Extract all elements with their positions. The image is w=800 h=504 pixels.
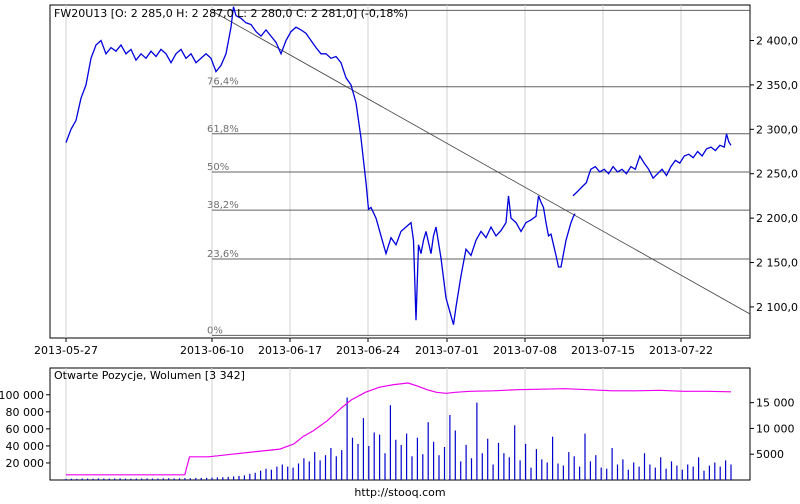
price-xtick-label-4: 2013-07-01 bbox=[415, 344, 479, 357]
price-series bbox=[65, 6, 732, 325]
fib-label-4: 61,8% bbox=[207, 124, 239, 135]
footer-url[interactable]: http://stooq.com bbox=[354, 486, 445, 499]
price-xtick-label-6: 2013-07-15 bbox=[571, 344, 635, 357]
trendline bbox=[213, 11, 751, 315]
price-xtick-label-1: 2013-06-10 bbox=[180, 344, 244, 357]
price-xtick-label-3: 2013-06-24 bbox=[336, 344, 400, 357]
open-interest-line bbox=[66, 382, 732, 476]
price-x-axis: 2013-05-27 2013-06-10 2013-06-17 2013-06-24… bbox=[34, 338, 713, 357]
price-xtick-label-5: 2013-07-08 bbox=[493, 344, 557, 357]
open-interest-path bbox=[66, 382, 732, 476]
price-ytick-label-3: 2 250,0 bbox=[756, 168, 798, 181]
fib-label-1: 23,6% bbox=[207, 249, 239, 260]
fib-label-3: 50% bbox=[207, 162, 229, 173]
price-ytick-label-5: 2 350,0 bbox=[756, 79, 798, 92]
volume-tick-label-1: 10 000 bbox=[756, 422, 795, 435]
price-xtick-label-7: 2013-07-22 bbox=[649, 344, 713, 357]
fibonacci-levels: 0% 23,6% 38,2% 50% 61,8% 76,4% bbox=[207, 9, 750, 336]
price-xtick-label-0: 2013-05-27 bbox=[34, 344, 98, 357]
price-line-0 bbox=[65, 6, 576, 325]
price-chart-title: FW20U13 [O: 2 285,0 H: 2 287,0 L: 2 280,… bbox=[54, 7, 408, 20]
fib-label-0: 0% bbox=[207, 325, 223, 336]
price-ytick-label-6: 2 400,0 bbox=[756, 35, 798, 48]
fib-label-5: 76,4% bbox=[207, 77, 239, 88]
price-ytick-label-1: 2 150,0 bbox=[756, 257, 798, 270]
price-ytick-label-2: 2 200,0 bbox=[756, 212, 798, 225]
volume-tick-label-0: 5000 bbox=[756, 448, 784, 461]
price-xtick-label-2: 2013-06-17 bbox=[258, 344, 322, 357]
oi-tick-label-0: 20 000 bbox=[6, 457, 45, 470]
price-line-1 bbox=[572, 133, 732, 197]
volume-axis: 5000 10 000 15 000 bbox=[750, 397, 795, 461]
open-interest-axis: 20 000 40 000 60 000 80 000 100 000 bbox=[0, 389, 50, 470]
price-y-axis: 2 100,0 2 150,0 2 200,0 2 250,0 2 300,0 2 350… bbox=[750, 35, 798, 314]
volume-tick-label-2: 15 000 bbox=[756, 397, 795, 410]
oi-tick-label-1: 40 000 bbox=[6, 440, 45, 453]
oi-tick-label-2: 60 000 bbox=[6, 423, 45, 436]
fib-label-2: 38,2% bbox=[207, 200, 239, 211]
price-ytick-label-0: 2 100,0 bbox=[756, 301, 798, 314]
trendline-segment bbox=[213, 11, 751, 315]
oi-tick-label-3: 80 000 bbox=[6, 406, 45, 419]
volume-panel-frame bbox=[49, 367, 751, 481]
volume-bars bbox=[65, 397, 732, 480]
volume-chart-title: Otwarte Pozycje, Wolumen [3 342] bbox=[54, 369, 245, 382]
oi-tick-label-4: 100 000 bbox=[0, 389, 44, 402]
price-ytick-label-4: 2 300,0 bbox=[756, 123, 798, 136]
